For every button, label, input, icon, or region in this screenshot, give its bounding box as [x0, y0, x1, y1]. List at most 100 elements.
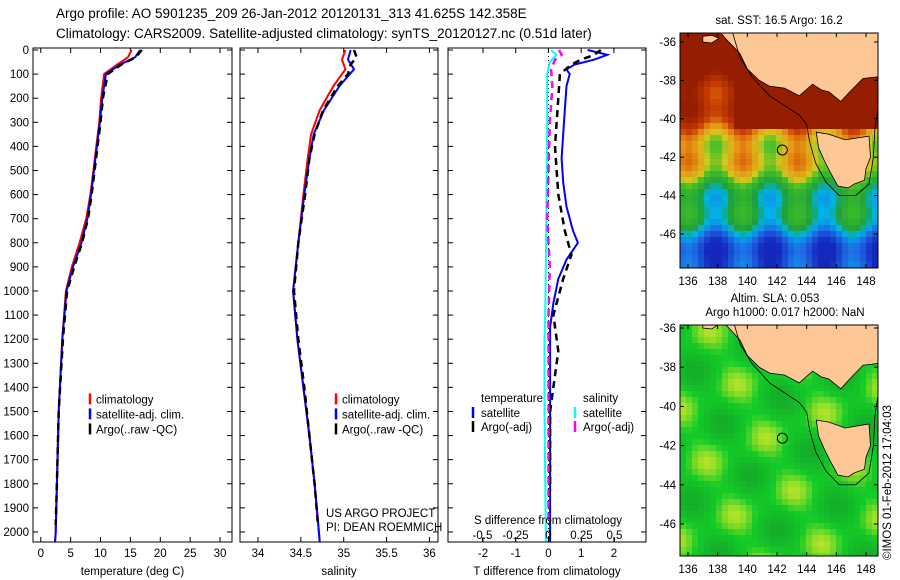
field-cell [794, 153, 800, 159]
field-cell [776, 391, 782, 397]
field-cell [782, 385, 788, 391]
field-cell [698, 75, 704, 81]
field-cell [746, 505, 752, 511]
field-cell [848, 517, 854, 523]
field-cell [752, 153, 758, 159]
field-cell [692, 499, 698, 505]
field-cell [824, 505, 830, 511]
field-cell [764, 499, 770, 505]
field-cell [842, 547, 848, 553]
field-cell [698, 195, 704, 201]
field-cell [770, 189, 776, 195]
field-cell [800, 487, 806, 493]
field-cell [716, 237, 722, 243]
field-cell [800, 261, 806, 267]
field-cell [728, 367, 734, 373]
field-cell [680, 511, 686, 517]
field-cell [836, 117, 842, 123]
field-cell [722, 171, 728, 177]
field-cell [692, 111, 698, 117]
field-cell [680, 553, 686, 556]
field-cell [800, 481, 806, 487]
field-cell [722, 147, 728, 153]
field-cell [872, 535, 878, 541]
field-cell [758, 529, 764, 535]
field-cell [758, 541, 764, 547]
field-cell [710, 129, 716, 135]
field-cell [740, 499, 746, 505]
field-cell [704, 237, 710, 243]
field-cell [806, 165, 812, 171]
field-cell [782, 195, 788, 201]
x-tick-label: -1 [511, 548, 521, 560]
field-cell [692, 385, 698, 391]
field-cell [800, 499, 806, 505]
field-cell [830, 231, 836, 237]
field-cell [692, 421, 698, 427]
field-cell [872, 493, 878, 499]
field-cell [770, 249, 776, 255]
legend-label: Argo(..raw -QC) [342, 424, 423, 436]
field-cell [740, 415, 746, 421]
field-cell [824, 237, 830, 243]
field-cell [728, 81, 734, 87]
field-cell [734, 51, 740, 57]
field-cell [842, 219, 848, 225]
field-cell [836, 111, 842, 117]
field-cell [710, 87, 716, 93]
field-cell [800, 207, 806, 213]
field-cell [794, 261, 800, 267]
field-cell [740, 213, 746, 219]
field-cell [788, 547, 794, 553]
field-cell [830, 219, 836, 225]
field-cell [776, 201, 782, 207]
field-cell [818, 547, 824, 553]
field-cell [770, 415, 776, 421]
field-cell [770, 177, 776, 183]
field-cell [686, 433, 692, 439]
field-cell [782, 129, 788, 135]
s-x-tick-label: 0.5 [606, 530, 622, 542]
field-cell [824, 225, 830, 231]
field-cell [704, 195, 710, 201]
field-cell [716, 439, 722, 445]
field-cell [698, 427, 704, 433]
field-cell [872, 445, 878, 451]
field-cell [764, 207, 770, 213]
field-cell [752, 189, 758, 195]
field-cell [848, 219, 854, 225]
field-cell [872, 81, 878, 87]
field-cell [836, 225, 842, 231]
field-cell [686, 189, 692, 195]
field-cell [680, 117, 686, 123]
field-cell [764, 225, 770, 231]
field-cell [692, 433, 698, 439]
field-cell [710, 135, 716, 141]
lon-tick-label: 142 [767, 564, 786, 576]
field-cell [722, 541, 728, 547]
field-cell [776, 457, 782, 463]
field-cell [836, 207, 842, 213]
field-cell [716, 517, 722, 523]
field-cell [800, 225, 806, 231]
field-cell [680, 523, 686, 529]
field-cell [692, 207, 698, 213]
field-cell [734, 451, 740, 457]
field-cell [740, 421, 746, 427]
field-cell [866, 249, 872, 255]
field-cell [800, 421, 806, 427]
field-cell [746, 75, 752, 81]
field-cell [782, 517, 788, 523]
field-cell [710, 379, 716, 385]
x-axis-label: T difference from climatology [473, 566, 620, 578]
field-cell [812, 409, 818, 415]
field-cell [866, 535, 872, 541]
field-cell [734, 367, 740, 373]
lat-tick-label: -42 [659, 152, 676, 164]
field-cell [680, 463, 686, 469]
field-cell [692, 147, 698, 153]
field-cell [800, 409, 806, 415]
field-cell [680, 129, 686, 135]
field-cell [734, 337, 740, 343]
field-cell [764, 541, 770, 547]
